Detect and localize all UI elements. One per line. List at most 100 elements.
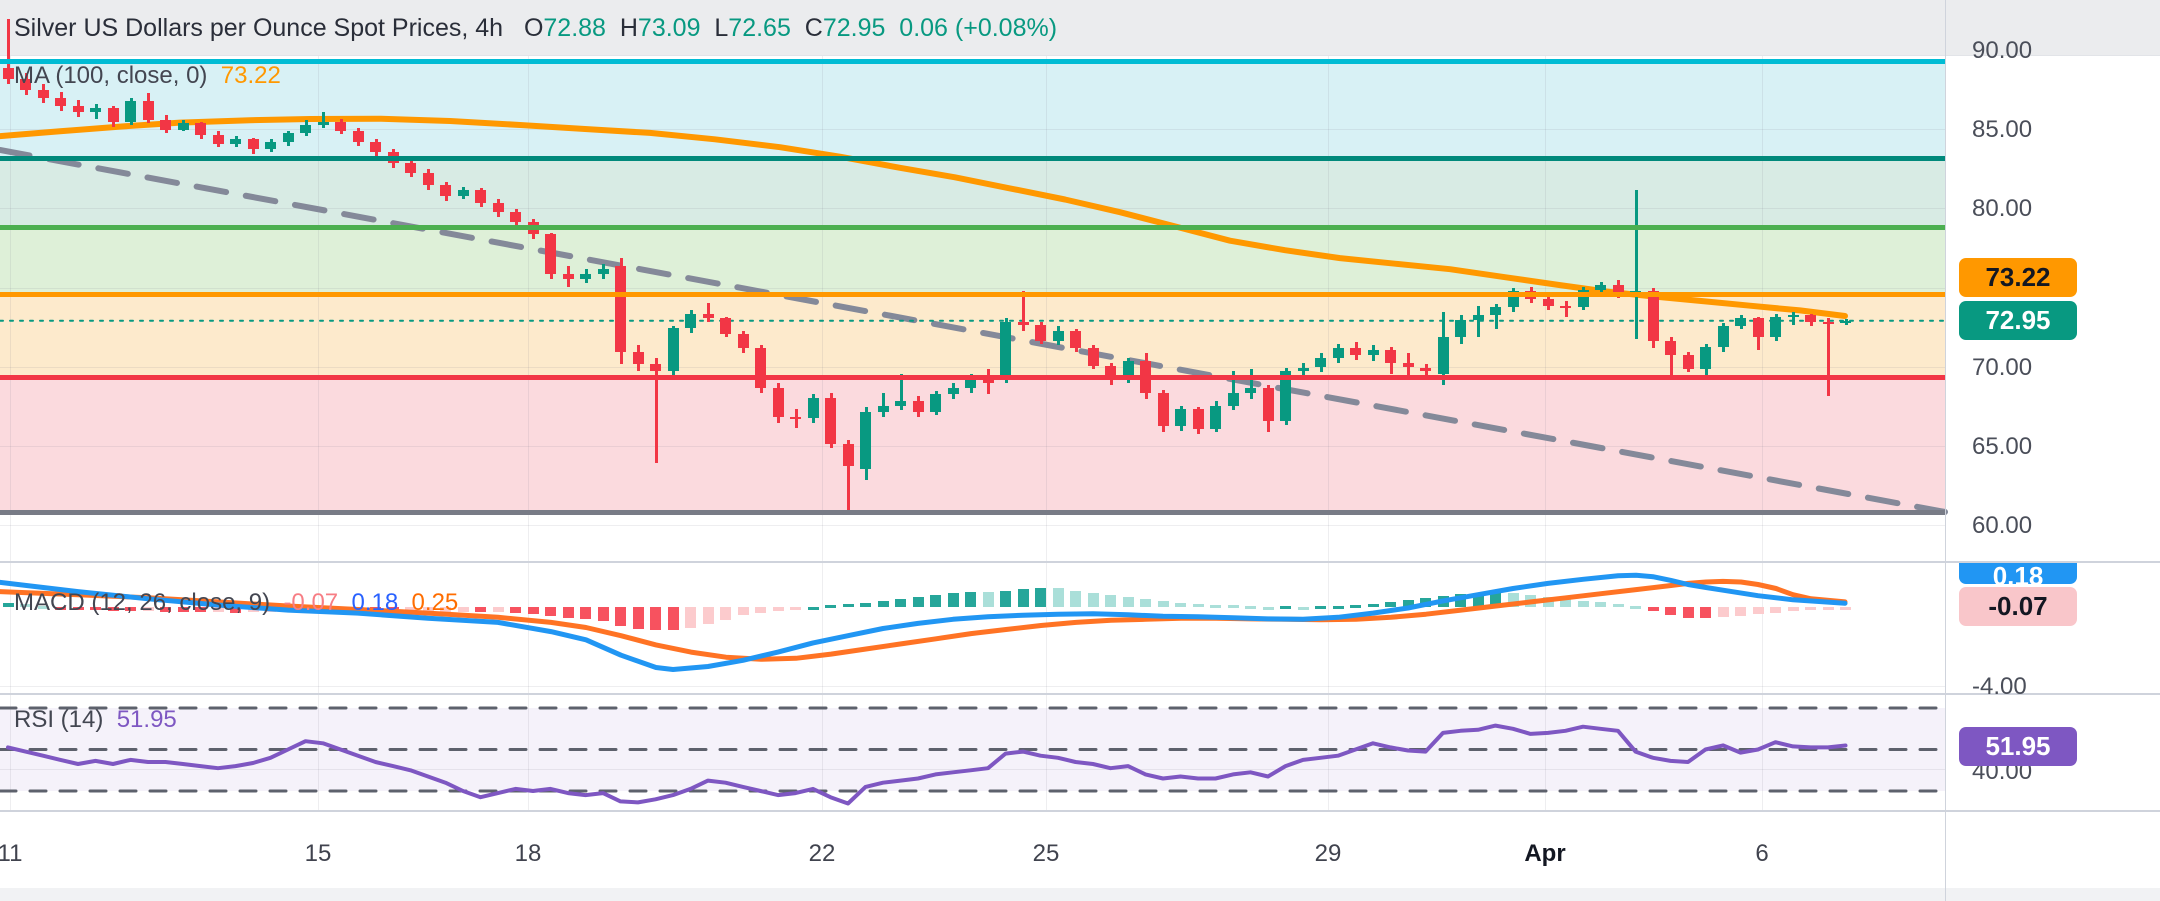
price-axis-label[interactable]: 85.00 <box>1972 116 2033 143</box>
support-resistance-line-0[interactable] <box>0 59 1945 64</box>
candle[interactable] <box>282 132 294 143</box>
ma-100-line[interactable] <box>0 115 1848 319</box>
candle[interactable] <box>930 394 941 412</box>
candle[interactable] <box>615 266 626 352</box>
support-resistance-line-2[interactable] <box>0 225 1945 230</box>
candle[interactable] <box>632 351 644 365</box>
candle[interactable] <box>1595 285 1606 290</box>
price-axis-label[interactable]: 60.00 <box>1972 512 2033 539</box>
candle[interactable] <box>475 189 486 203</box>
candle[interactable] <box>317 121 329 125</box>
candle[interactable] <box>912 400 924 412</box>
candle[interactable] <box>1105 365 1116 381</box>
candle[interactable] <box>37 90 49 99</box>
symbol-name[interactable]: Silver US Dollars per Ounce Spot Prices,… <box>14 14 504 42</box>
candle[interactable] <box>562 273 574 279</box>
candle[interactable] <box>1735 318 1746 327</box>
candle[interactable] <box>2 67 14 80</box>
candle[interactable] <box>545 234 556 274</box>
candle[interactable] <box>370 142 381 152</box>
candle[interactable] <box>842 443 854 466</box>
candle[interactable] <box>1297 367 1309 371</box>
candle[interactable] <box>1000 321 1011 381</box>
candle[interactable] <box>1560 305 1571 308</box>
candle[interactable] <box>265 142 276 149</box>
candle[interactable] <box>1822 321 1834 324</box>
time-axis-label-22[interactable]: 22 <box>808 840 836 867</box>
candle[interactable] <box>492 202 504 213</box>
candle[interactable] <box>142 101 154 121</box>
candle[interactable] <box>597 269 609 274</box>
candle[interactable] <box>440 185 451 197</box>
candle[interactable] <box>1402 362 1414 368</box>
candle[interactable] <box>1315 357 1326 368</box>
pane-separator-rsi[interactable] <box>0 693 2160 695</box>
candle[interactable] <box>405 163 416 173</box>
candle[interactable] <box>825 397 836 444</box>
candle[interactable] <box>1787 315 1799 318</box>
candle[interactable] <box>1700 346 1711 370</box>
candle[interactable] <box>55 98 66 106</box>
candle[interactable] <box>1350 348 1361 355</box>
time-axis-label-15[interactable]: 15 <box>304 840 332 867</box>
candle[interactable] <box>965 378 976 389</box>
candle[interactable] <box>1017 321 1029 325</box>
candle[interactable] <box>1472 315 1484 320</box>
price-axis-label[interactable]: 80.00 <box>1972 195 2033 222</box>
candle[interactable] <box>1840 320 1851 323</box>
rsi-legend[interactable]: RSI (14) 51.95 <box>14 706 177 734</box>
macd-axis-label[interactable]: -4.00 <box>1972 673 2027 700</box>
candle[interactable] <box>510 212 521 222</box>
candle[interactable] <box>720 318 731 335</box>
candle[interactable] <box>1612 285 1624 293</box>
candle[interactable] <box>1385 350 1396 363</box>
candle[interactable] <box>1752 318 1764 338</box>
candle[interactable] <box>772 388 784 417</box>
price-axis-label[interactable]: 90.00 <box>1972 37 2033 64</box>
support-resistance-line-5[interactable] <box>0 510 1945 515</box>
trendline-drawing[interactable] <box>0 147 1948 515</box>
candle[interactable] <box>422 172 434 186</box>
symbol-title[interactable]: Silver US Dollars per Ounce Spot Prices,… <box>14 14 1057 43</box>
candle[interactable] <box>807 397 819 419</box>
candle[interactable] <box>1717 326 1729 347</box>
time-axis-label-18[interactable]: 18 <box>514 840 542 867</box>
candle[interactable] <box>1367 350 1379 355</box>
candle[interactable] <box>457 189 469 197</box>
candle[interactable] <box>1262 388 1274 422</box>
candle[interactable] <box>1490 307 1501 316</box>
price-axis-label[interactable]: 65.00 <box>1972 433 2033 460</box>
candle[interactable] <box>1122 361 1134 381</box>
candle[interactable] <box>72 105 84 113</box>
macd-legend[interactable]: MACD (12, 26, close, 9) -0.07 0.18 0.25 <box>14 589 458 617</box>
candle[interactable] <box>737 334 749 349</box>
candle[interactable] <box>90 107 101 113</box>
candle[interactable] <box>212 134 224 144</box>
candle[interactable] <box>1070 331 1081 349</box>
candle[interactable] <box>335 121 346 132</box>
candle[interactable] <box>247 139 259 149</box>
candle[interactable] <box>982 378 994 384</box>
candle[interactable] <box>1210 405 1221 430</box>
candle[interactable] <box>352 131 364 143</box>
candle[interactable] <box>300 124 311 133</box>
candle[interactable] <box>1227 392 1239 406</box>
support-resistance-line-1[interactable] <box>0 156 1945 161</box>
candle[interactable] <box>1770 316 1781 338</box>
candle[interactable] <box>1455 319 1466 338</box>
candle[interactable] <box>1577 289 1589 308</box>
candle[interactable] <box>1192 408 1204 430</box>
candle[interactable] <box>1087 348 1099 366</box>
candle[interactable] <box>1437 337 1449 374</box>
candle[interactable] <box>860 411 871 469</box>
pane-separator-macd[interactable] <box>0 561 2160 563</box>
support-resistance-line-3[interactable] <box>0 292 1945 297</box>
candle[interactable] <box>177 123 189 130</box>
candle[interactable] <box>107 107 119 122</box>
time-axis-label-25[interactable]: 25 <box>1032 840 1060 867</box>
candle[interactable] <box>195 123 206 135</box>
candle[interactable] <box>230 139 241 144</box>
support-resistance-line-4[interactable] <box>0 375 1945 380</box>
candle[interactable] <box>1647 291 1659 341</box>
candle[interactable] <box>1805 315 1816 322</box>
